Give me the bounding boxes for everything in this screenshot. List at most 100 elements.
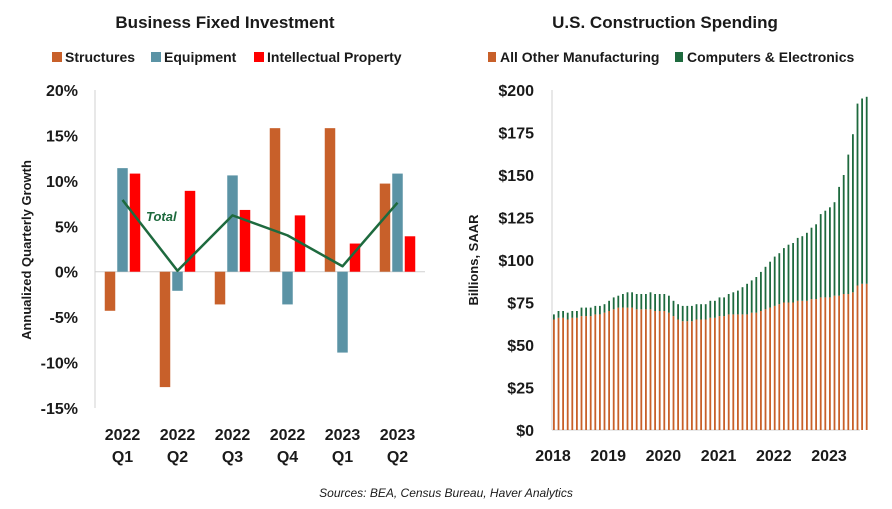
bar-computers-electronics bbox=[847, 154, 850, 294]
bar-all-other-manufacturing bbox=[631, 307, 633, 430]
bar-all-other-manufacturing bbox=[796, 300, 799, 430]
y-tick-label: 15% bbox=[46, 128, 78, 145]
x-tick-year: 2021 bbox=[701, 448, 737, 465]
left-bars bbox=[104, 128, 416, 388]
y-tick-label: $150 bbox=[498, 168, 534, 185]
bar-computers-electronics bbox=[737, 290, 739, 315]
y-tick-label: $100 bbox=[498, 253, 534, 270]
bar-all-other-manufacturing bbox=[801, 300, 804, 430]
bar-computers-electronics bbox=[562, 311, 564, 318]
bar-intellectual-property bbox=[239, 209, 251, 272]
y-tick-label: 10% bbox=[46, 174, 78, 191]
bar-all-other-manufacturing bbox=[585, 316, 587, 430]
legend-label: Structures bbox=[65, 49, 135, 65]
total-line-label: Total bbox=[146, 209, 177, 224]
bar-all-other-manufacturing bbox=[819, 297, 822, 430]
x-tick-year: 2023 bbox=[811, 448, 847, 465]
x-tick-year: 2023 bbox=[325, 427, 361, 444]
bar-computers-electronics bbox=[714, 300, 716, 318]
bar-computers-electronics bbox=[566, 312, 569, 320]
bar-all-other-manufacturing bbox=[714, 317, 716, 430]
bar-all-other-manufacturing bbox=[700, 319, 702, 430]
x-tick-year: 2022 bbox=[270, 427, 306, 444]
bar-computers-electronics bbox=[645, 294, 647, 310]
bar-computers-electronics bbox=[695, 304, 698, 320]
bar-computers-electronics bbox=[626, 292, 629, 308]
bar-all-other-manufacturing bbox=[741, 314, 744, 430]
bar-all-other-manufacturing bbox=[755, 312, 758, 430]
bar-all-other-manufacturing bbox=[562, 317, 564, 430]
y-tick-label: -15% bbox=[41, 401, 78, 418]
bar-computers-electronics bbox=[571, 311, 574, 318]
x-tick-year: 2022 bbox=[160, 427, 196, 444]
bar-computers-electronics bbox=[589, 307, 592, 317]
x-tick-quarter: Q1 bbox=[112, 449, 133, 466]
bar-computers-electronics bbox=[576, 311, 578, 318]
bar-all-other-manufacturing bbox=[723, 316, 725, 430]
bar-all-other-manufacturing bbox=[672, 316, 675, 430]
bar-all-other-manufacturing bbox=[654, 311, 656, 430]
bar-computers-electronics bbox=[594, 305, 597, 315]
bar-intellectual-property bbox=[129, 173, 141, 272]
bar-all-other-manufacturing bbox=[810, 299, 813, 430]
bar-all-other-manufacturing bbox=[571, 317, 574, 430]
bar-computers-electronics bbox=[760, 271, 762, 311]
bar-all-other-manufacturing bbox=[599, 314, 601, 430]
bar-all-other-manufacturing bbox=[640, 309, 643, 430]
bar-equipment bbox=[227, 175, 238, 272]
y-tick-label: $75 bbox=[507, 296, 534, 313]
x-tick-year: 2022 bbox=[756, 448, 792, 465]
bar-intellectual-property bbox=[404, 236, 416, 272]
x-tick-year: 2022 bbox=[215, 427, 251, 444]
bar-all-other-manufacturing bbox=[856, 285, 859, 430]
bar-computers-electronics bbox=[704, 304, 707, 320]
bar-all-other-manufacturing bbox=[608, 311, 610, 430]
y-tick-label: $175 bbox=[498, 126, 534, 143]
source-note: Sources: BEA, Census Bureau, Haver Analy… bbox=[319, 486, 573, 500]
bar-computers-electronics bbox=[668, 295, 670, 313]
bar-all-other-manufacturing bbox=[792, 302, 794, 430]
bar-equipment bbox=[392, 173, 403, 272]
y-tick-label: $50 bbox=[507, 338, 534, 355]
bar-computers-electronics bbox=[824, 210, 827, 298]
bar-computers-electronics bbox=[750, 280, 753, 313]
bar-computers-electronics bbox=[773, 256, 776, 306]
x-tick-quarter: Q2 bbox=[387, 449, 408, 466]
bar-computers-electronics bbox=[658, 294, 661, 311]
legend-label: All Other Manufacturing bbox=[500, 49, 659, 65]
bar-computers-electronics bbox=[691, 305, 693, 322]
bar-all-other-manufacturing bbox=[769, 307, 771, 430]
bar-computers-electronics bbox=[663, 294, 666, 311]
bar-all-other-manufacturing bbox=[861, 283, 863, 430]
bar-all-other-manufacturing bbox=[773, 305, 776, 430]
bar-computers-electronics bbox=[672, 300, 675, 317]
bar-equipment bbox=[117, 168, 128, 272]
legend-swatch-all-other-manufacturing bbox=[488, 52, 496, 62]
bar-all-other-manufacturing bbox=[824, 297, 827, 430]
bar-computers-electronics bbox=[603, 304, 606, 313]
bar-computers-electronics bbox=[635, 294, 638, 310]
bar-computers-electronics bbox=[557, 311, 560, 318]
bar-computers-electronics bbox=[727, 294, 730, 315]
bar-equipment bbox=[172, 271, 183, 291]
bar-all-other-manufacturing bbox=[847, 294, 850, 430]
bar-all-other-manufacturing bbox=[865, 283, 868, 430]
y-tick-label: 20% bbox=[46, 83, 78, 100]
bar-intellectual-property bbox=[349, 243, 361, 272]
bar-computers-electronics bbox=[718, 297, 721, 317]
bar-computers-electronics bbox=[755, 277, 758, 313]
bar-all-other-manufacturing bbox=[838, 295, 840, 430]
y-tick-label: $200 bbox=[498, 83, 534, 100]
bar-all-other-manufacturing bbox=[746, 314, 748, 430]
y-tick-label: -5% bbox=[50, 310, 78, 327]
bar-computers-electronics bbox=[649, 292, 652, 310]
x-tick-year: 2023 bbox=[380, 427, 416, 444]
bar-all-other-manufacturing bbox=[645, 309, 647, 430]
bar-all-other-manufacturing bbox=[668, 312, 670, 430]
bar-computers-electronics bbox=[810, 227, 813, 300]
bar-computers-electronics bbox=[764, 266, 767, 310]
bar-all-other-manufacturing bbox=[806, 300, 808, 430]
legend-swatch-intellectual-property bbox=[254, 52, 264, 62]
bar-equipment bbox=[337, 271, 348, 353]
